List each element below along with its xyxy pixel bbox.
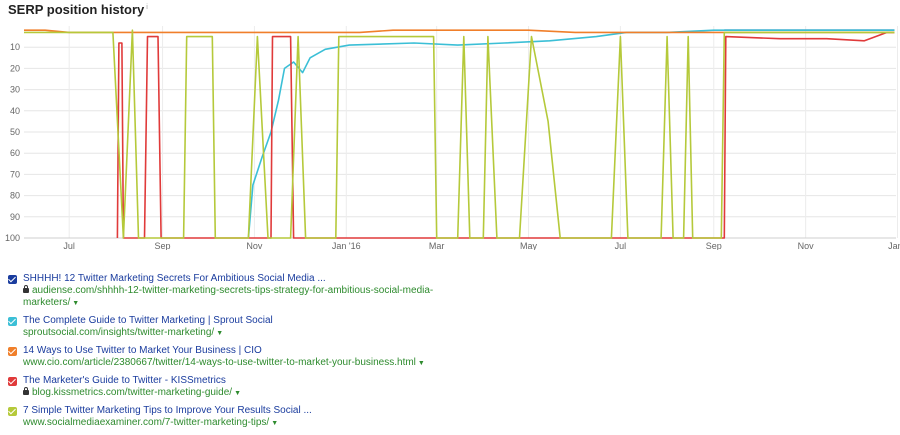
series-checkbox[interactable] bbox=[8, 377, 17, 386]
series-line-2[interactable] bbox=[247, 29, 895, 239]
legend-url[interactable]: sproutsocial.com/insights/twitter-market… bbox=[23, 327, 273, 340]
legend-title-link[interactable]: The Complete Guide to Twitter Marketing … bbox=[23, 315, 273, 326]
caret-down-icon[interactable]: ▼ bbox=[216, 330, 224, 337]
x-tick-label: Sep bbox=[155, 241, 171, 250]
legend-item[interactable]: 7 Simple Twitter Marketing Tips to Impro… bbox=[8, 405, 888, 430]
legend-url[interactable]: audiense.com/shhhh-12-twitter-marketing-… bbox=[23, 285, 433, 297]
y-tick-label: 40 bbox=[10, 106, 20, 116]
x-axis-ticks: Jul Sep Nov Jan '16 Mar May Jul Sep Nov Jan ' bbox=[63, 241, 900, 250]
y-axis-ticks: 10 20 30 40 50 60 70 80 90 100 bbox=[5, 42, 20, 243]
serp-position-chart: 10 20 30 40 50 60 70 80 90 100 Jul Sep Nov Jan '16 Ma… bbox=[5, 26, 900, 250]
caret-down-icon[interactable]: ▼ bbox=[72, 300, 80, 307]
y-tick-label: 20 bbox=[10, 63, 20, 73]
info-icon[interactable]: i bbox=[146, 3, 148, 11]
series-checkbox[interactable] bbox=[8, 407, 17, 416]
series-line-5[interactable] bbox=[24, 29, 895, 239]
y-tick-label: 70 bbox=[10, 169, 20, 179]
series-checkbox[interactable] bbox=[8, 317, 17, 326]
x-tick-label: Nov bbox=[798, 241, 815, 250]
legend-url-text: audiense.com/shhhh-12-twitter-marketing-… bbox=[32, 285, 434, 296]
legend-title-link[interactable]: 14 Ways to Use Twitter to Market Your Bu… bbox=[23, 345, 262, 356]
x-tick-label: Jan ' bbox=[888, 241, 900, 250]
series-line-3[interactable] bbox=[24, 29, 895, 34]
legend-item[interactable]: The Marketer's Guide to Twitter - KISSme… bbox=[8, 375, 888, 400]
legend-item[interactable]: SHHHH! 12 Twitter Marketing Secrets For … bbox=[8, 273, 888, 310]
legend-url[interactable]: blog.kissmetrics.com/twitter-marketing-g… bbox=[23, 387, 241, 400]
caret-down-icon[interactable]: ▼ bbox=[271, 420, 279, 427]
legend-url-text: www.socialmediaexaminer.com/7-twitter-ma… bbox=[23, 417, 270, 428]
lock-icon bbox=[23, 285, 29, 293]
x-tick-label: Jul bbox=[615, 241, 627, 250]
legend-url-text: sproutsocial.com/insights/twitter-market… bbox=[23, 327, 215, 338]
x-tick-label: Mar bbox=[429, 241, 445, 250]
legend-item[interactable]: The Complete Guide to Twitter Marketing … bbox=[8, 315, 888, 340]
y-tick-label: 90 bbox=[10, 212, 20, 222]
chart-series bbox=[24, 29, 895, 239]
caret-down-icon[interactable]: ▼ bbox=[417, 360, 425, 367]
x-tick-label: Nov bbox=[246, 241, 263, 250]
caret-down-icon[interactable]: ▼ bbox=[234, 390, 241, 397]
legend-item[interactable]: 14 Ways to Use Twitter to Market Your Bu… bbox=[8, 345, 888, 370]
legend-url-text: marketers/ bbox=[23, 297, 71, 308]
legend-title-link[interactable]: The Marketer's Guide to Twitter - KISSme… bbox=[23, 375, 226, 386]
legend-title-link[interactable]: SHHHH! 12 Twitter Marketing Secrets For … bbox=[23, 273, 326, 284]
y-tick-label: 100 bbox=[5, 233, 20, 243]
series-checkbox[interactable] bbox=[8, 275, 17, 284]
legend-title-link[interactable]: 7 Simple Twitter Marketing Tips to Impro… bbox=[23, 405, 312, 416]
y-tick-label: 30 bbox=[10, 85, 20, 95]
y-tick-label: 80 bbox=[10, 191, 20, 201]
legend-url-text: www.cio.com/article/2380667/twitter/14-w… bbox=[23, 357, 416, 368]
lock-icon bbox=[23, 387, 29, 395]
chart-title-text: SERP position history bbox=[8, 2, 145, 17]
y-tick-label: 50 bbox=[10, 127, 20, 137]
series-checkbox[interactable] bbox=[8, 347, 17, 356]
legend-url[interactable]: marketers/▼ bbox=[23, 297, 433, 310]
series-line-4[interactable] bbox=[116, 31, 895, 239]
y-tick-label: 10 bbox=[10, 42, 20, 52]
x-tick-label: Sep bbox=[706, 241, 722, 250]
legend-url[interactable]: www.cio.com/article/2380667/twitter/14-w… bbox=[23, 357, 425, 370]
x-tick-label: Jan '16 bbox=[332, 241, 361, 250]
legend-url[interactable]: www.socialmediaexaminer.com/7-twitter-ma… bbox=[23, 417, 312, 430]
chart-title: SERP position history i bbox=[8, 2, 148, 17]
x-tick-label: May bbox=[520, 241, 538, 250]
y-tick-label: 60 bbox=[10, 148, 20, 158]
chart-legend: SHHHH! 12 Twitter Marketing Secrets For … bbox=[8, 273, 888, 435]
legend-url-text: blog.kissmetrics.com/twitter-marketing-g… bbox=[32, 387, 233, 398]
x-tick-label: Jul bbox=[63, 241, 75, 250]
